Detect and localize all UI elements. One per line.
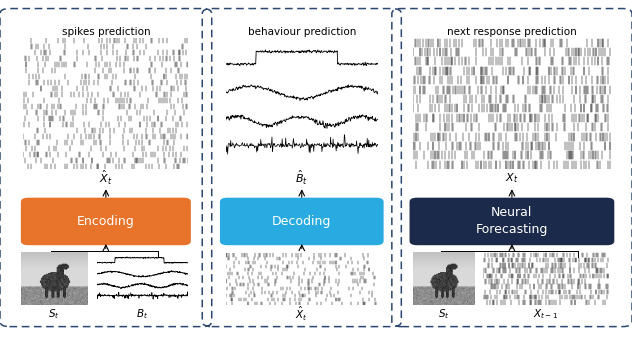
Text: next response prediction: next response prediction	[447, 27, 577, 38]
Text: $\hat{X}_t$: $\hat{X}_t$	[99, 169, 112, 187]
Text: $X_{t-1}$: $X_{t-1}$	[533, 307, 559, 321]
Text: Encoding: Encoding	[77, 215, 135, 228]
Text: $S_t$: $S_t$	[48, 307, 60, 321]
FancyBboxPatch shape	[21, 198, 191, 245]
Text: behaviour prediction: behaviour prediction	[248, 27, 356, 38]
FancyBboxPatch shape	[220, 198, 384, 245]
Text: $S_t$: $S_t$	[438, 307, 449, 321]
Text: Decoding: Decoding	[272, 215, 331, 228]
FancyBboxPatch shape	[410, 198, 614, 245]
Text: $B_t$: $B_t$	[137, 307, 149, 321]
Text: Neural
Forecasting: Neural Forecasting	[476, 207, 548, 236]
Text: spikes prediction: spikes prediction	[61, 27, 150, 38]
Text: $\hat{B}_t$: $\hat{B}_t$	[295, 169, 308, 187]
Text: $\hat{X}_t$: $\hat{X}_t$	[295, 305, 308, 323]
Text: $X_t$: $X_t$	[505, 171, 519, 185]
